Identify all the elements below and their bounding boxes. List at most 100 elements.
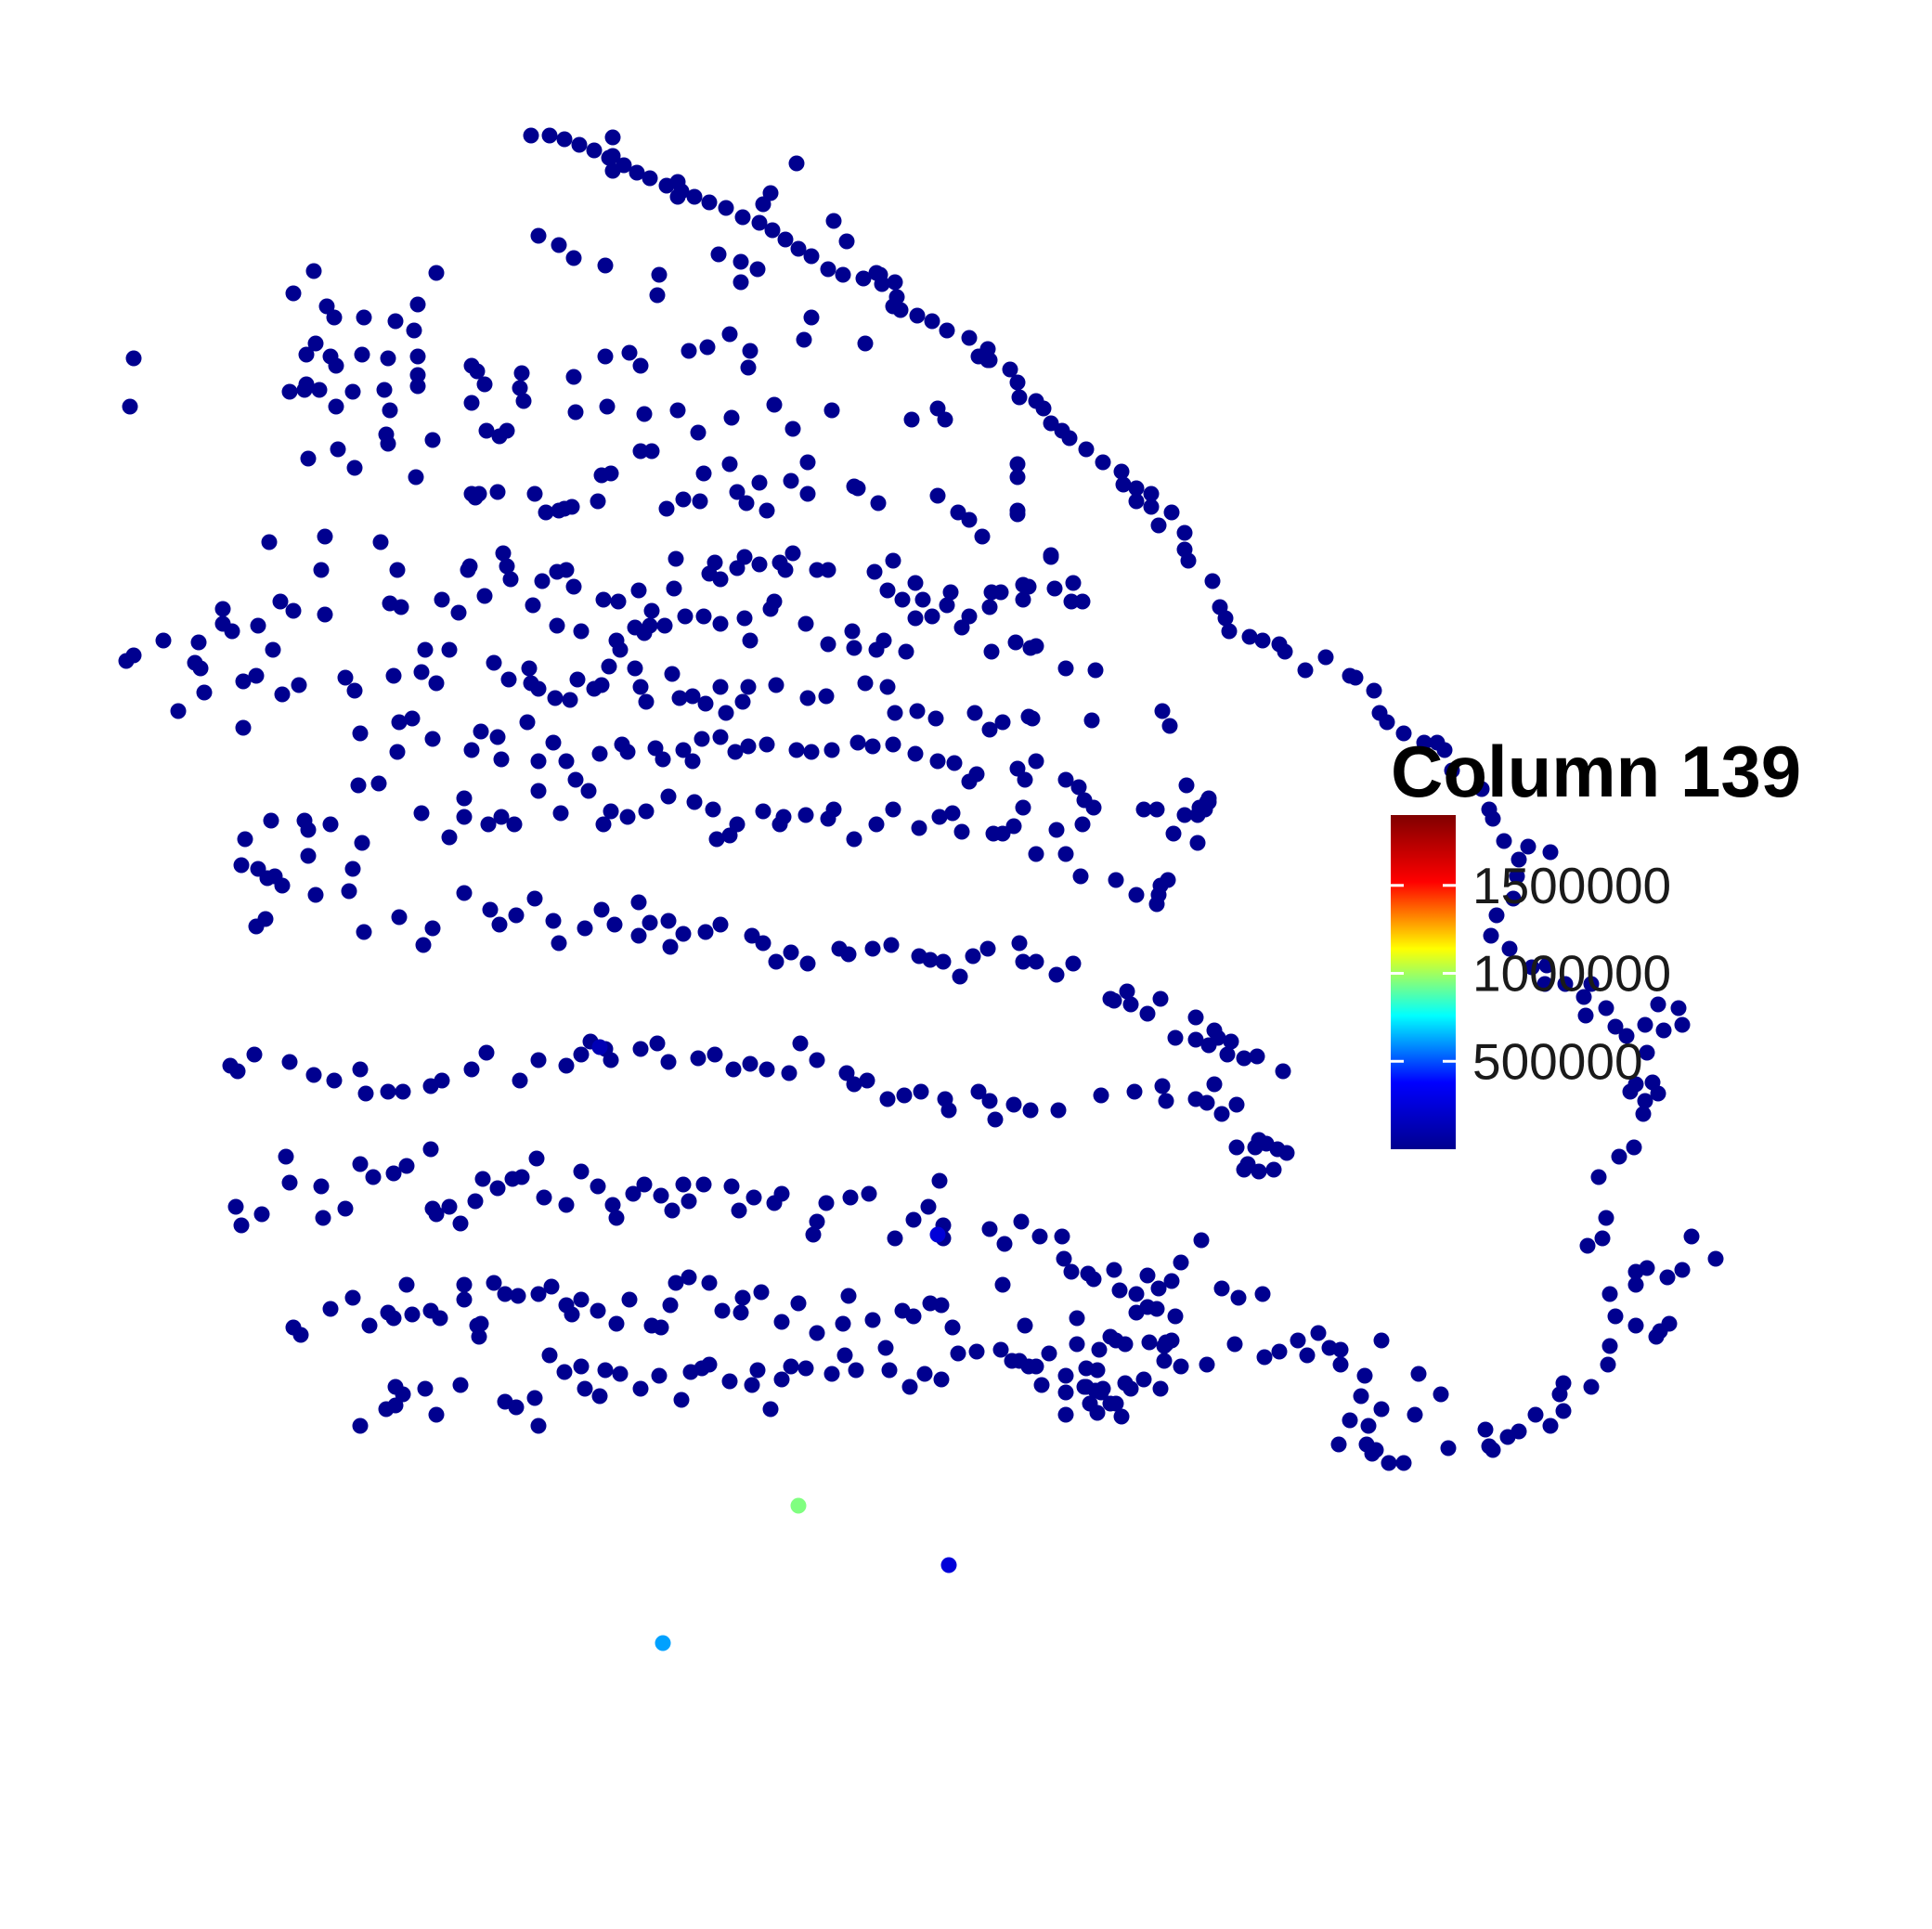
data-point	[849, 734, 866, 751]
data-point	[530, 783, 547, 799]
data-point	[424, 920, 441, 937]
data-point	[712, 679, 729, 695]
data-point	[653, 1187, 669, 1204]
data-point	[473, 1315, 489, 1332]
data-point	[759, 736, 775, 753]
data-point	[983, 643, 1000, 660]
data-point	[569, 671, 586, 688]
data-point	[463, 1061, 480, 1078]
data-point	[565, 369, 582, 385]
data-point	[526, 890, 543, 907]
data-point	[859, 1072, 875, 1089]
data-point	[784, 421, 801, 437]
data-point	[434, 1072, 450, 1089]
data-point	[642, 914, 658, 931]
data-point	[669, 402, 686, 419]
data-point	[1299, 1347, 1316, 1364]
data-point	[712, 571, 729, 588]
data-point	[1332, 1341, 1349, 1358]
data-point	[857, 335, 874, 352]
data-point	[346, 460, 363, 476]
data-point	[292, 1327, 309, 1343]
data-point	[1637, 1093, 1653, 1109]
data-point	[1212, 599, 1228, 615]
data-point	[708, 831, 725, 848]
data-point	[235, 673, 252, 690]
data-point	[577, 920, 593, 937]
data-point	[357, 1085, 374, 1102]
data-point	[409, 367, 426, 383]
data-point	[250, 617, 266, 634]
data-point	[385, 1310, 402, 1327]
data-point	[1011, 1353, 1028, 1369]
data-point	[1626, 1139, 1642, 1156]
data-point	[953, 823, 970, 840]
data-point	[1317, 649, 1334, 666]
data-point	[395, 1083, 411, 1100]
data-point	[701, 194, 718, 211]
data-point-highlighted	[655, 1635, 671, 1651]
data-point	[235, 719, 252, 736]
data-point	[940, 1102, 957, 1119]
data-point	[1173, 1358, 1189, 1375]
data-point	[783, 473, 799, 489]
data-point	[721, 456, 738, 473]
data-point	[914, 591, 931, 608]
data-point	[684, 688, 701, 705]
data-point	[729, 816, 746, 833]
data-point	[907, 610, 924, 627]
data-point	[979, 940, 996, 957]
data-point	[1150, 517, 1167, 534]
data-point	[905, 1308, 922, 1325]
data-point	[253, 1206, 270, 1223]
data-point	[755, 935, 772, 952]
data-point	[944, 805, 961, 822]
data-point	[799, 485, 816, 502]
data-point	[513, 365, 530, 382]
data-point	[1176, 541, 1193, 558]
data-point	[1089, 1362, 1106, 1379]
data-point	[538, 504, 554, 521]
data-point	[1496, 833, 1512, 849]
data-point	[1152, 990, 1169, 1007]
data-point	[1083, 712, 1100, 729]
data-point	[409, 378, 426, 395]
data-point	[352, 1061, 369, 1078]
data-point	[387, 1397, 404, 1414]
data-point	[1416, 734, 1433, 751]
colorbar-tick-label: 1500000	[1472, 857, 1671, 914]
data-point	[740, 738, 757, 755]
data-point	[731, 1202, 747, 1219]
data-point	[350, 777, 367, 794]
data-point	[809, 562, 825, 578]
data-point	[556, 1364, 573, 1380]
data-point	[467, 1193, 484, 1210]
data-point	[1249, 1048, 1265, 1065]
data-point	[783, 1358, 799, 1375]
data-point	[593, 901, 610, 918]
data-point	[190, 634, 207, 651]
data-point	[664, 666, 681, 682]
data-point	[1009, 456, 1026, 473]
data-point	[1113, 463, 1130, 480]
data-point	[1505, 890, 1522, 907]
colorbar-tick-label: 1000000	[1472, 945, 1671, 1003]
data-point	[805, 1226, 822, 1243]
data-point	[326, 309, 343, 326]
data-point	[911, 820, 927, 836]
data-point	[523, 127, 539, 144]
data-point	[229, 1063, 246, 1080]
data-point	[565, 578, 582, 595]
data-point	[317, 606, 333, 623]
data-point	[380, 350, 396, 367]
data-point	[781, 1065, 797, 1081]
data-point	[1579, 1237, 1596, 1254]
data-point	[281, 383, 298, 400]
data-point	[729, 484, 746, 500]
data-point	[903, 411, 920, 428]
data-point	[673, 1392, 690, 1408]
data-point	[701, 1356, 718, 1373]
data-point	[630, 927, 647, 944]
data-point	[354, 346, 370, 363]
data-point	[846, 831, 862, 848]
